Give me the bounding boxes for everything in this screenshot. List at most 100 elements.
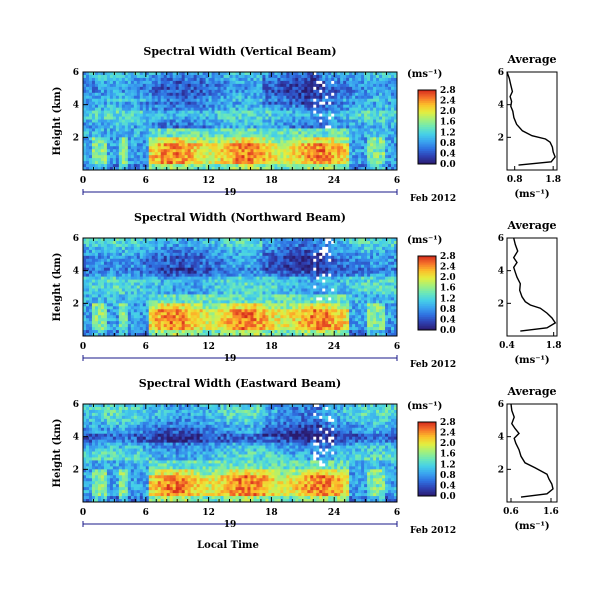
heatmap-cell — [187, 282, 192, 286]
heatmap-cell — [121, 276, 126, 280]
heatmap-cell — [277, 122, 281, 126]
heatmap-cell — [142, 101, 147, 106]
heatmap-cell — [88, 113, 93, 117]
heatmap-cell — [94, 74, 99, 79]
heatmap-cell — [238, 83, 242, 88]
heatmap-cell — [343, 143, 347, 147]
heatmap-cell — [316, 95, 320, 100]
heatmap-cell — [187, 264, 192, 269]
heatmap-cell — [382, 137, 386, 141]
heatmap-cell — [139, 98, 144, 103]
heatmap-cell — [83, 303, 87, 307]
heatmap-cell — [229, 158, 233, 162]
heatmap-cell — [184, 122, 189, 126]
heatmap-cell — [370, 74, 374, 79]
heatmap-cell — [88, 246, 93, 251]
heatmap-cell — [229, 89, 233, 94]
heatmap-cell — [268, 143, 272, 147]
heatmap-cell — [181, 140, 186, 144]
heatmap-cell — [310, 161, 314, 165]
heatmap-cell — [193, 300, 198, 304]
heatmap-cell — [83, 155, 87, 159]
heatmap-cell — [238, 107, 242, 112]
heatmap-cell — [154, 252, 159, 257]
heatmap-cell — [109, 152, 114, 156]
heatmap-cell — [298, 128, 302, 132]
heatmap-cell — [133, 240, 138, 245]
heatmap-cell — [148, 152, 153, 156]
heatmap-cell — [190, 291, 195, 295]
heatmap-cell — [130, 155, 135, 159]
heatmap-cell — [127, 285, 132, 289]
heatmap-cell — [139, 80, 144, 85]
heatmap-cell — [112, 137, 117, 141]
heatmap-cell — [181, 86, 186, 91]
heatmap-cell — [172, 152, 177, 156]
heatmap-cell — [157, 246, 162, 251]
heatmap-cell — [100, 255, 105, 260]
heatmap-cell — [163, 312, 168, 316]
heatmap-cell — [244, 149, 248, 153]
heatmap-cell — [136, 261, 141, 266]
heatmap-cell — [343, 164, 347, 168]
heatmap-cell — [181, 288, 186, 292]
heatmap-cell — [307, 143, 311, 147]
heatmap-cell — [316, 98, 320, 103]
heatmap-cell — [178, 107, 183, 112]
heatmap-cell — [304, 107, 308, 112]
heatmap-cell — [205, 291, 209, 295]
heatmap-cell — [391, 113, 395, 117]
heatmap-cell — [286, 110, 290, 114]
heatmap-cell — [169, 74, 174, 79]
heatmap-cell — [118, 128, 123, 132]
heatmap-cell — [145, 282, 150, 286]
heatmap-cell — [358, 134, 362, 138]
heatmap-cell — [376, 164, 380, 168]
heatmap-cell — [175, 297, 180, 301]
heatmap-cell — [358, 101, 362, 106]
heatmap-cell — [160, 119, 165, 123]
heatmap-cell — [187, 306, 192, 310]
heatmap-cell — [91, 137, 96, 141]
heatmap-cell — [130, 333, 135, 337]
heatmap-cell — [118, 167, 123, 171]
heatmap-cell — [361, 80, 365, 85]
heatmap-cell — [172, 306, 177, 310]
heatmap-cell — [166, 116, 171, 120]
heatmap-cell — [295, 83, 299, 88]
heatmap-cell — [136, 152, 141, 156]
colorbar-segment — [418, 123, 436, 126]
heatmap-cell — [112, 161, 117, 165]
heatmap-cell — [205, 282, 209, 286]
heatmap-cell — [181, 92, 186, 97]
heatmap-cell — [163, 294, 168, 298]
heatmap-cell — [190, 161, 195, 165]
heatmap-cell — [151, 155, 156, 159]
heatmap-cell — [211, 119, 215, 123]
heatmap-cell — [85, 146, 90, 150]
heatmap-cell — [277, 164, 281, 168]
heatmap-cell — [190, 240, 195, 245]
heatmap-cell — [304, 101, 308, 106]
heatmap-cell — [235, 74, 239, 79]
heatmap-cell — [133, 255, 138, 260]
heatmap-cell — [133, 300, 138, 304]
heatmap-cell — [193, 327, 198, 331]
heatmap-cell — [94, 258, 99, 263]
heatmap-cell — [193, 92, 198, 97]
heatmap-cell — [394, 128, 398, 132]
heatmap-cell — [103, 270, 108, 275]
heatmap-cell — [190, 104, 195, 109]
heatmap-cell — [376, 110, 380, 114]
heatmap-cell — [166, 134, 171, 138]
heatmap-cell — [169, 164, 174, 168]
heatmap-cell — [193, 255, 198, 260]
heatmap-cell — [124, 107, 129, 112]
heatmap-cell — [157, 161, 162, 165]
heatmap-cell — [274, 122, 278, 126]
heatmap-cell — [229, 152, 233, 156]
heatmap-cell — [136, 303, 141, 307]
heatmap-cell — [196, 110, 201, 114]
heatmap-cell — [115, 255, 120, 260]
colorbar-segment — [418, 101, 436, 104]
